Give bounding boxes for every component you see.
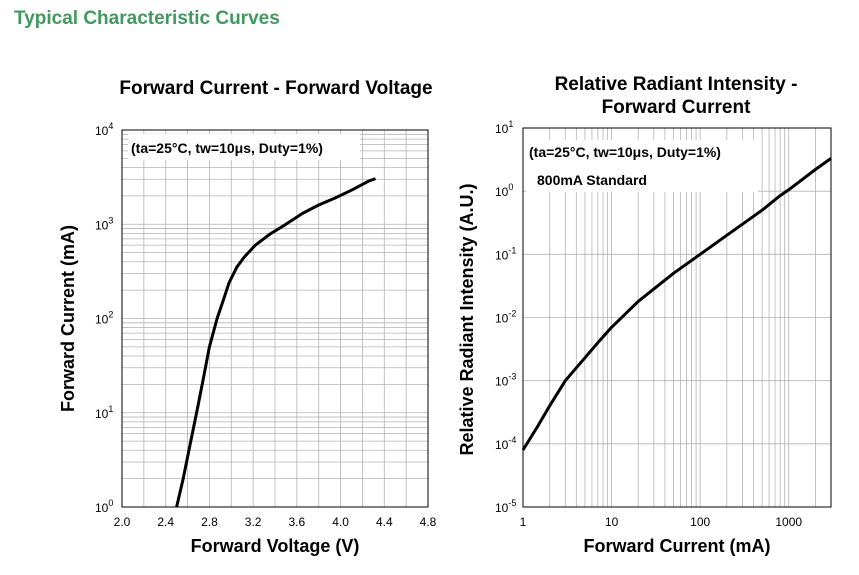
x-tick-label: 3.6 — [289, 515, 306, 529]
y-tick-label: 101 — [495, 119, 513, 136]
y-tick-label: 10-1 — [495, 245, 516, 262]
x-tick-label: 4.4 — [376, 515, 393, 529]
y-tick-label: 100 — [495, 182, 513, 199]
y-axis-label: Forward Current (mA) — [58, 225, 78, 412]
y-tick-label: 100 — [95, 498, 113, 515]
x-tick-label: 2.4 — [157, 515, 174, 529]
y-tick-label: 10-3 — [495, 372, 516, 389]
x-tick-label: 2.8 — [201, 515, 218, 529]
y-tick-label: 103 — [95, 215, 113, 232]
y-tick-label: 102 — [95, 310, 113, 327]
chart-title-line-1: Relative Radiant Intensity - — [555, 74, 798, 95]
x-tick-label: 1 — [520, 515, 527, 529]
y-tick-label: 101 — [95, 404, 113, 421]
x-tick-label: 100 — [690, 515, 710, 529]
x-tick-label: 10 — [605, 515, 619, 529]
x-tick-label: 2.0 — [114, 515, 131, 529]
standard-annotation: 800mA Standard — [537, 172, 647, 188]
y-tick-label: 10-2 — [495, 309, 516, 326]
annotation-background — [526, 140, 758, 192]
x-tick-label: 3.2 — [245, 515, 262, 529]
chart-title: Forward Current - Forward Voltage — [119, 78, 432, 99]
x-tick-label: 1000 — [775, 515, 802, 529]
y-tick-label: 10-5 — [495, 498, 516, 515]
chart-title-line-2: Forward Current — [602, 97, 752, 118]
y-tick-label: 104 — [95, 121, 113, 138]
test-conditions-annotation: (ta=25°C, tw=10μs, Duty=1%) — [529, 144, 721, 160]
section-title: Typical Characteristic Curves — [14, 8, 280, 29]
forward-current-curve — [175, 177, 377, 508]
x-axis-label: Forward Voltage (V) — [191, 536, 360, 556]
x-tick-label: 4.0 — [332, 515, 349, 529]
test-conditions-annotation: (ta=25°C, tw=10μs, Duty=1%) — [131, 140, 323, 156]
plot-frame — [121, 129, 429, 508]
y-tick-label: 10-4 — [495, 435, 516, 452]
y-axis-label: Relative Radiant Intensity (A.U.) — [457, 183, 477, 455]
annotation-background — [128, 134, 360, 160]
x-axis-label: Forward Current (mA) — [583, 536, 770, 556]
x-tick-label: 4.8 — [420, 515, 437, 529]
relative-intensity-curve — [521, 157, 832, 451]
plot-frame — [522, 127, 832, 508]
